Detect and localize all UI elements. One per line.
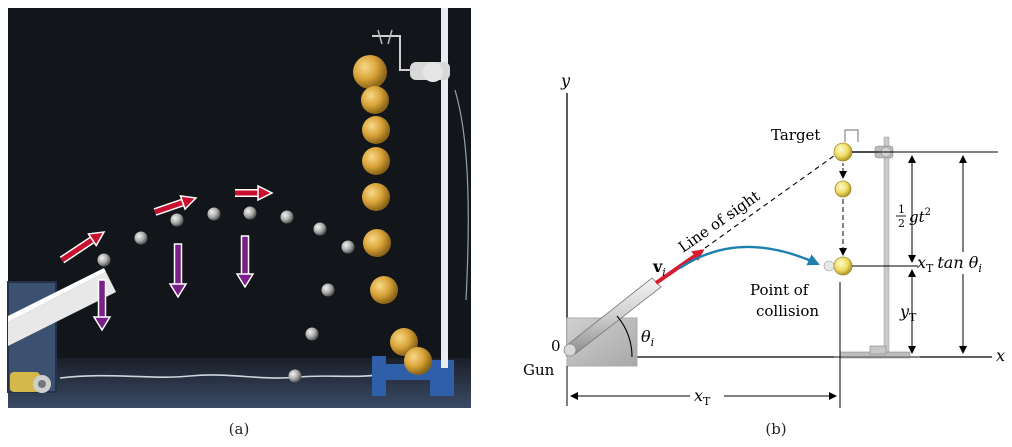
gravity-arrow-group (92, 235, 255, 332)
gray-ball (243, 206, 257, 220)
photo-floor-device (10, 372, 51, 393)
yellow-ball (362, 183, 390, 211)
velocity-arrow-group (59, 184, 274, 264)
gray-ball (288, 369, 302, 383)
yellow-ball (362, 147, 390, 175)
angle-arc (616, 315, 633, 358)
yellow-ball (362, 116, 390, 144)
line-of-sight (704, 152, 839, 249)
svg-text:1: 1 (898, 203, 905, 216)
x-axis-label: x (996, 346, 1005, 365)
gun-illustration (563, 277, 662, 367)
point-of-collision-label-line2: collision (756, 302, 819, 320)
yt-label: yT (899, 302, 917, 324)
gray-ball (207, 207, 221, 221)
gray-ball (341, 240, 355, 254)
gray-ball (305, 327, 319, 341)
target-ball-top (833, 142, 853, 162)
projectile-ball (823, 260, 835, 272)
velocity-arrow (153, 194, 198, 216)
xt-label: xT (694, 386, 711, 408)
gray-ball-group (97, 206, 355, 383)
velocity-arrow (654, 249, 705, 285)
velocity-label: vi (652, 257, 666, 279)
svg-text:2: 2 (898, 217, 905, 230)
velocity-arrow (235, 184, 274, 202)
gravity-arrow (92, 279, 112, 332)
photo-stand-rod (441, 8, 448, 368)
gray-ball (313, 222, 327, 236)
photo-launcher-tube (8, 268, 116, 346)
gray-ball (170, 213, 184, 227)
panel-a-label: (a) (228, 420, 250, 438)
yellow-ball (361, 86, 389, 114)
gravity-arrow (168, 243, 188, 299)
yellow-ball-group (353, 55, 432, 375)
photo-electromagnet (372, 29, 469, 301)
gray-ball (97, 253, 111, 267)
yellow-ball (353, 55, 387, 89)
angle-label: θi (641, 327, 654, 349)
stand (834, 129, 920, 359)
gray-ball (134, 231, 148, 245)
target-label: Target (771, 126, 820, 144)
y-axis-label: y (560, 71, 571, 90)
velocity-arrow (59, 231, 106, 264)
photo-wire (59, 371, 396, 379)
gray-ball (280, 210, 294, 224)
point-of-collision-label-line1: Point of (750, 281, 810, 299)
half-gt2-label: 1 2 gt2 (896, 203, 931, 230)
yellow-ball (370, 276, 398, 304)
gravity-arrow (235, 235, 255, 289)
gun-label: Gun (523, 361, 555, 379)
yellow-ball (363, 229, 391, 257)
trajectory-curve (679, 245, 820, 269)
panel-b-label: (b) (765, 420, 787, 438)
yellow-ball (404, 347, 432, 375)
gray-ball (321, 283, 335, 297)
origin-label: 0 (551, 337, 561, 355)
svg-text:gt2: gt2 (909, 207, 931, 226)
xt-tan-label: xT tan θi (917, 253, 982, 275)
target-ball-collision (833, 256, 853, 276)
target-ball-middle (834, 180, 852, 198)
